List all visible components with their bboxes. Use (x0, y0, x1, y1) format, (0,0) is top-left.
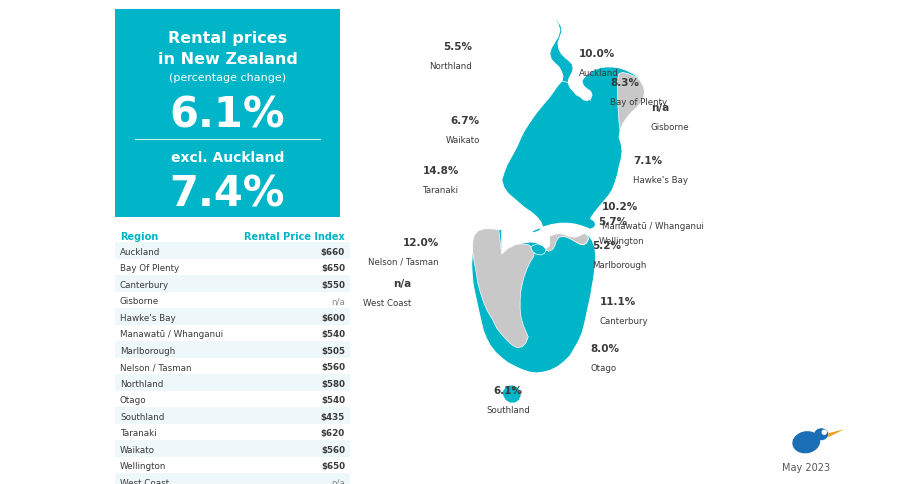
Text: excl. Auckland: excl. Auckland (171, 151, 284, 165)
Text: Otago: Otago (590, 363, 616, 373)
Text: Northland: Northland (120, 379, 164, 388)
Text: 5.7%: 5.7% (598, 216, 628, 227)
Text: $660: $660 (320, 247, 345, 256)
Text: Northland: Northland (429, 62, 472, 71)
Text: Auckland: Auckland (580, 68, 619, 77)
Text: Hawke's Bay: Hawke's Bay (120, 313, 176, 322)
Text: 8.0%: 8.0% (590, 344, 619, 354)
Text: 10.0%: 10.0% (580, 48, 616, 59)
Text: Waikato: Waikato (446, 136, 480, 145)
Text: Auckland: Auckland (120, 247, 160, 256)
Text: Southland: Southland (120, 412, 165, 421)
Polygon shape (617, 74, 644, 132)
Bar (115, 242, 350, 259)
Text: 11.1%: 11.1% (599, 296, 636, 306)
Text: Taranaki: Taranaki (120, 428, 157, 438)
Text: West Coast: West Coast (120, 478, 169, 484)
Text: Manawatū / Whanganui: Manawatū / Whanganui (602, 221, 704, 230)
Text: $550: $550 (321, 280, 345, 289)
Text: 10.2%: 10.2% (602, 201, 638, 211)
Text: Hawke's Bay: Hawke's Bay (633, 176, 688, 185)
Polygon shape (537, 234, 589, 252)
Text: 14.8%: 14.8% (423, 165, 459, 175)
Bar (115, 473, 350, 484)
Polygon shape (502, 18, 644, 233)
Text: 7.4%: 7.4% (170, 174, 285, 215)
Text: Nelson / Tasman: Nelson / Tasman (368, 257, 439, 266)
Text: Otago: Otago (120, 395, 147, 405)
Text: $560: $560 (321, 445, 345, 454)
Text: n/a: n/a (331, 478, 345, 484)
Bar (115, 341, 350, 358)
Text: in New Zealand: in New Zealand (158, 52, 297, 67)
Polygon shape (472, 229, 535, 348)
Text: $580: $580 (321, 379, 345, 388)
Text: $435: $435 (320, 412, 345, 421)
Text: 6.1%: 6.1% (493, 385, 522, 394)
Text: Marlborough: Marlborough (120, 346, 176, 355)
Text: West Coast: West Coast (363, 298, 411, 307)
Bar (115, 374, 350, 391)
Text: $540: $540 (321, 395, 345, 405)
Ellipse shape (814, 428, 828, 440)
Polygon shape (472, 229, 596, 373)
Text: Waikato: Waikato (120, 445, 155, 454)
Text: $600: $600 (321, 313, 345, 322)
Text: Canterbury: Canterbury (120, 280, 169, 289)
Polygon shape (531, 244, 546, 256)
Text: Canterbury: Canterbury (599, 316, 648, 325)
Text: $650: $650 (321, 264, 345, 272)
Text: Rental prices: Rental prices (168, 30, 287, 45)
Text: 5.2%: 5.2% (592, 241, 621, 251)
Text: 5.5%: 5.5% (443, 43, 473, 52)
Text: (percentage change): (percentage change) (169, 73, 286, 83)
Text: Nelson / Tasman: Nelson / Tasman (120, 363, 192, 372)
Text: n/a: n/a (651, 103, 669, 113)
Bar (115, 407, 350, 424)
Text: $540: $540 (321, 330, 345, 338)
Text: Region: Region (120, 231, 158, 242)
Text: Bay Of Plenty: Bay Of Plenty (120, 264, 179, 272)
Text: Wellington: Wellington (598, 237, 644, 245)
Bar (115, 440, 350, 456)
Polygon shape (503, 385, 521, 403)
Text: 6.7%: 6.7% (451, 116, 480, 126)
Bar (115, 308, 350, 325)
Text: $650: $650 (321, 461, 345, 470)
Text: Taranaki: Taranaki (423, 185, 459, 194)
Text: 7.1%: 7.1% (633, 156, 662, 166)
Text: Gisborne: Gisborne (651, 123, 689, 132)
Text: 8.3%: 8.3% (610, 77, 639, 88)
Ellipse shape (792, 431, 820, 454)
Text: $505: $505 (321, 346, 345, 355)
Text: n/a: n/a (331, 297, 345, 305)
FancyBboxPatch shape (115, 10, 340, 217)
Text: Bay of Plenty: Bay of Plenty (610, 97, 667, 106)
Text: Marlborough: Marlborough (592, 261, 646, 270)
Circle shape (823, 430, 826, 434)
Text: Southland: Southland (486, 405, 530, 414)
Bar (115, 275, 350, 292)
Text: Rental Price Index: Rental Price Index (244, 231, 345, 242)
Text: 6.1%: 6.1% (170, 94, 285, 136)
Text: 12.0%: 12.0% (403, 237, 439, 247)
Text: $560: $560 (321, 363, 345, 372)
Text: May 2023: May 2023 (782, 462, 831, 472)
Text: Wellington: Wellington (120, 461, 166, 470)
Text: $620: $620 (320, 428, 345, 438)
Text: Manawatū / Whanganui: Manawatū / Whanganui (120, 330, 223, 338)
Text: Gisborne: Gisborne (120, 297, 159, 305)
Text: n/a: n/a (392, 278, 411, 288)
Polygon shape (828, 429, 844, 438)
